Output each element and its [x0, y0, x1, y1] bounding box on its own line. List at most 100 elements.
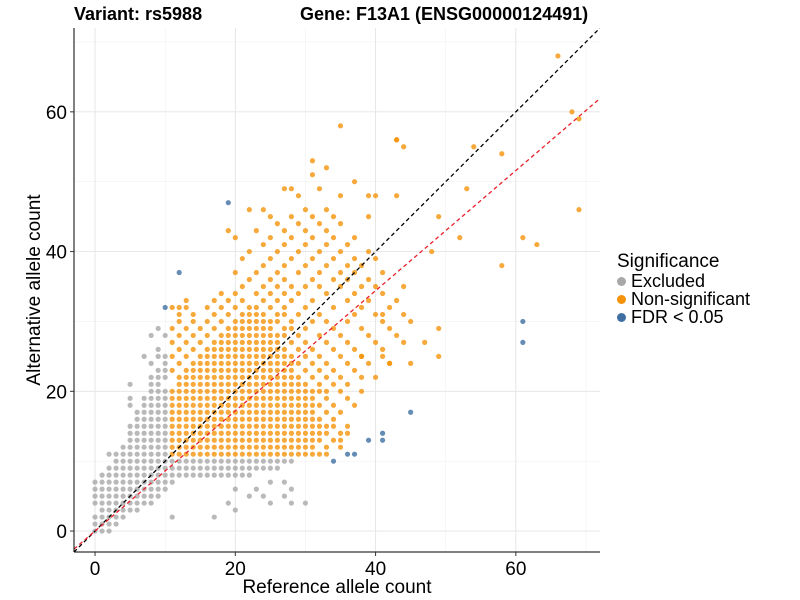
- data-point: [120, 472, 126, 478]
- data-point: [295, 402, 302, 408]
- data-point: [127, 451, 133, 457]
- data-point: [302, 500, 309, 506]
- data-point: [379, 430, 386, 436]
- data-point: [190, 402, 196, 408]
- data-point: [302, 304, 309, 311]
- data-point: [218, 451, 224, 457]
- data-point: [337, 388, 344, 394]
- data-point: [555, 53, 561, 59]
- data-point: [176, 472, 182, 478]
- data-point: [197, 374, 203, 380]
- data-point: [246, 325, 252, 332]
- data-point: [274, 381, 280, 387]
- data-point: [295, 444, 302, 450]
- data-point: [281, 367, 287, 373]
- data-point: [155, 388, 161, 394]
- data-point: [204, 374, 210, 380]
- data-point: [365, 276, 372, 283]
- data-point: [267, 276, 273, 283]
- data-point: [309, 444, 316, 450]
- data-point: [225, 339, 231, 345]
- data-point: [127, 430, 133, 436]
- data-point: [211, 339, 217, 345]
- data-point: [211, 444, 217, 450]
- data-point: [295, 360, 302, 366]
- data-point: [344, 423, 351, 429]
- data-point: [267, 458, 273, 464]
- data-point: [316, 248, 323, 255]
- data-point: [197, 409, 203, 415]
- data-point: [183, 423, 189, 429]
- data-point: [274, 423, 280, 429]
- data-point: [197, 339, 203, 345]
- data-point: [260, 325, 266, 332]
- data-point: [372, 374, 379, 380]
- data-point: [190, 374, 196, 380]
- data-point: [253, 360, 259, 366]
- data-point: [274, 339, 280, 345]
- data-point: [365, 437, 372, 443]
- data-point: [260, 423, 266, 429]
- data-point: [183, 304, 189, 311]
- data-point: [183, 458, 189, 464]
- data-point: [183, 444, 189, 450]
- data-point: [281, 262, 287, 269]
- data-point: [127, 402, 133, 408]
- data-point: [218, 423, 224, 429]
- variant-title: Variant: rs5988: [74, 4, 203, 24]
- data-point: [183, 451, 189, 457]
- data-point: [239, 353, 245, 359]
- data-point: [239, 367, 245, 373]
- data-point: [197, 325, 203, 332]
- data-point: [239, 311, 245, 318]
- data-point: [246, 248, 252, 255]
- data-point: [394, 332, 400, 339]
- data-point: [309, 172, 316, 178]
- data-point: [288, 214, 295, 220]
- data-point: [148, 360, 154, 366]
- data-point: [267, 409, 273, 415]
- data-point: [309, 318, 316, 325]
- data-point: [351, 367, 358, 373]
- data-point: [288, 318, 295, 325]
- data-point: [358, 353, 365, 359]
- data-point: [162, 353, 168, 359]
- data-point: [401, 311, 407, 318]
- data-point: [148, 395, 154, 401]
- data-point: [162, 486, 168, 492]
- data-point: [267, 332, 273, 339]
- data-point: [225, 437, 231, 443]
- data-point: [232, 332, 238, 339]
- data-point: [288, 283, 295, 290]
- data-point: [183, 388, 189, 394]
- data-point: [288, 388, 295, 394]
- data-point: [351, 255, 358, 262]
- data-point: [169, 339, 175, 345]
- data-point: [239, 444, 245, 450]
- data-point: [239, 465, 245, 471]
- data-point: [344, 381, 351, 387]
- data-point: [204, 444, 210, 450]
- data-point: [113, 479, 119, 485]
- data-point: [204, 304, 210, 311]
- data-point: [281, 228, 287, 234]
- data-point: [176, 332, 182, 339]
- data-point: [190, 360, 196, 366]
- data-point: [239, 423, 245, 429]
- data-point: [379, 318, 386, 325]
- data-point: [337, 409, 344, 415]
- data-point: [267, 346, 273, 352]
- data-point: [576, 116, 582, 122]
- data-point: [225, 500, 231, 506]
- data-point: [120, 486, 126, 492]
- data-point: [106, 451, 112, 457]
- data-point: [232, 402, 238, 408]
- data-point: [344, 430, 351, 436]
- data-point: [267, 214, 273, 220]
- data-point: [274, 283, 280, 290]
- data-point: [260, 297, 266, 304]
- data-point: [351, 402, 358, 408]
- data-point: [134, 430, 140, 436]
- data-point: [183, 402, 189, 408]
- data-point: [176, 388, 182, 394]
